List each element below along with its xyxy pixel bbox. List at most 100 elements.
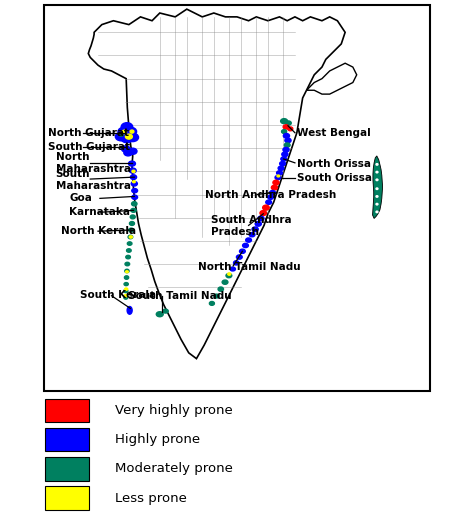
Ellipse shape <box>239 249 246 253</box>
Ellipse shape <box>118 127 130 136</box>
Text: Less prone: Less prone <box>115 491 187 505</box>
Ellipse shape <box>243 243 248 248</box>
Ellipse shape <box>124 282 128 286</box>
Text: Karnataka: Karnataka <box>69 207 130 217</box>
Ellipse shape <box>132 170 135 172</box>
Ellipse shape <box>376 163 378 165</box>
Ellipse shape <box>258 216 264 221</box>
Ellipse shape <box>126 271 128 273</box>
Ellipse shape <box>246 238 252 242</box>
Ellipse shape <box>234 261 239 265</box>
Bar <box>45 428 89 451</box>
Ellipse shape <box>249 233 255 237</box>
Ellipse shape <box>230 267 236 271</box>
Ellipse shape <box>128 228 134 232</box>
Ellipse shape <box>131 181 137 186</box>
Ellipse shape <box>122 130 127 134</box>
Ellipse shape <box>275 176 281 180</box>
Ellipse shape <box>255 222 261 226</box>
Bar <box>45 399 89 422</box>
Bar <box>45 486 89 510</box>
Ellipse shape <box>127 133 138 142</box>
Ellipse shape <box>163 309 168 313</box>
Ellipse shape <box>127 306 132 314</box>
Ellipse shape <box>133 181 135 183</box>
Ellipse shape <box>272 185 278 190</box>
Text: Very highly prone: Very highly prone <box>115 404 233 417</box>
Text: South Orissa: South Orissa <box>297 172 372 183</box>
Ellipse shape <box>281 118 288 124</box>
Ellipse shape <box>121 134 133 143</box>
Text: South Kerala: South Kerala <box>80 290 156 300</box>
Ellipse shape <box>376 211 378 213</box>
Ellipse shape <box>124 150 132 156</box>
Ellipse shape <box>280 161 285 166</box>
Ellipse shape <box>125 269 129 273</box>
Polygon shape <box>88 9 345 359</box>
Text: South
Maharashtra: South Maharashtra <box>55 169 130 190</box>
Ellipse shape <box>128 148 137 154</box>
Ellipse shape <box>126 134 132 139</box>
Bar <box>45 457 89 480</box>
Ellipse shape <box>132 188 137 193</box>
Ellipse shape <box>129 236 132 238</box>
Ellipse shape <box>128 161 136 166</box>
Text: South Tamil Nadu: South Tamil Nadu <box>128 291 232 300</box>
Ellipse shape <box>130 215 135 219</box>
Ellipse shape <box>282 130 287 133</box>
Ellipse shape <box>273 180 279 185</box>
Ellipse shape <box>237 255 242 259</box>
Ellipse shape <box>129 168 136 173</box>
Ellipse shape <box>218 287 223 291</box>
Polygon shape <box>307 63 357 94</box>
Ellipse shape <box>283 133 290 138</box>
Ellipse shape <box>129 222 135 225</box>
Text: North
Maharashtra: North Maharashtra <box>55 152 130 174</box>
Ellipse shape <box>284 143 290 147</box>
Ellipse shape <box>156 312 163 317</box>
Ellipse shape <box>126 256 130 259</box>
Ellipse shape <box>281 157 287 161</box>
Ellipse shape <box>125 276 128 279</box>
Ellipse shape <box>214 294 219 298</box>
Ellipse shape <box>124 295 128 297</box>
Ellipse shape <box>121 123 133 131</box>
Ellipse shape <box>128 242 132 245</box>
Ellipse shape <box>226 273 232 278</box>
Text: Highly prone: Highly prone <box>115 433 200 446</box>
Text: South Andhra
Pradesh: South Andhra Pradesh <box>211 215 292 237</box>
Ellipse shape <box>124 289 128 293</box>
Ellipse shape <box>260 211 266 215</box>
Ellipse shape <box>263 205 269 210</box>
Ellipse shape <box>282 152 288 157</box>
Ellipse shape <box>132 195 137 199</box>
Text: North Kerala: North Kerala <box>61 226 137 236</box>
Text: Goa: Goa <box>69 194 92 203</box>
Ellipse shape <box>270 190 275 195</box>
Ellipse shape <box>283 148 289 152</box>
Ellipse shape <box>277 175 280 177</box>
Ellipse shape <box>131 208 136 212</box>
Ellipse shape <box>376 179 378 180</box>
Ellipse shape <box>128 235 133 239</box>
Polygon shape <box>373 156 383 218</box>
Ellipse shape <box>376 203 378 205</box>
Ellipse shape <box>132 202 137 206</box>
Ellipse shape <box>285 121 291 125</box>
Ellipse shape <box>288 127 293 131</box>
Ellipse shape <box>266 200 272 204</box>
Ellipse shape <box>130 130 134 133</box>
Ellipse shape <box>119 133 123 136</box>
Ellipse shape <box>125 127 137 136</box>
Ellipse shape <box>376 171 378 173</box>
Ellipse shape <box>115 132 127 141</box>
Ellipse shape <box>124 296 128 299</box>
Ellipse shape <box>130 175 137 179</box>
Ellipse shape <box>210 302 214 305</box>
Text: South Gujarat: South Gujarat <box>48 142 130 152</box>
Ellipse shape <box>252 227 258 232</box>
Ellipse shape <box>125 288 128 290</box>
Ellipse shape <box>283 125 289 129</box>
Ellipse shape <box>277 171 283 175</box>
Text: North Tamil Nadu: North Tamil Nadu <box>198 262 300 272</box>
